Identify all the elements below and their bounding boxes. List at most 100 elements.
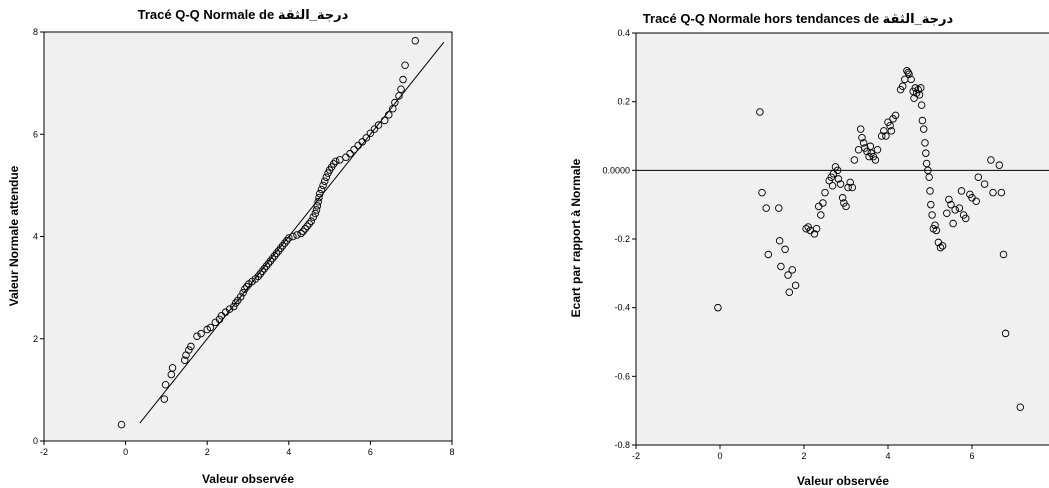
x-tick-label: 4 [885,451,890,461]
y-tick-label: 0.0000 [602,165,630,175]
y-tick-label: 2 [33,334,38,344]
data-points-group [117,36,420,429]
data-point [972,197,980,205]
data-point [391,98,399,107]
data-point [945,195,953,204]
data-point [314,197,322,206]
data-point [821,188,829,197]
data-point [764,250,773,259]
data-point [924,166,932,175]
data-point [931,221,939,230]
data-point [411,36,420,45]
data-point [307,217,315,225]
data-point [380,116,389,125]
data-point [311,209,320,218]
data-point [350,145,358,154]
data-point [289,232,297,241]
data-point [181,356,189,364]
chart-title: Tracé Q-Q Normale hors tendances de درجة… [643,11,954,26]
data-point [399,75,407,84]
data-point [817,211,825,219]
data-point [329,160,338,168]
data-point [850,156,859,164]
x-tick-label: 2 [205,447,210,457]
data-point [299,227,307,236]
data-point [922,159,931,168]
data-point [846,178,854,187]
data-point [197,329,205,338]
data-point [185,346,193,354]
data-point [802,224,810,233]
data-point [891,111,900,120]
data-point [785,288,794,296]
plot-area [43,31,453,442]
data-point [791,281,800,290]
data-point [264,259,273,268]
x-tick-label: 6 [368,447,373,457]
data-point [362,134,371,142]
y-tick-label: 4 [33,232,38,242]
data-point [374,121,383,129]
data-point [925,173,933,181]
data-point [260,264,269,273]
data-point [836,180,845,188]
data-point [762,204,770,212]
y-tick-label: 0.2 [617,97,630,107]
data-point [336,156,344,164]
y-axis-ticks: -0.8 -0.6 -0.4 -0.2 0.0000 0.2 0.4 [602,28,636,450]
data-point [788,266,796,274]
data-point [833,166,842,175]
data-point [863,147,871,156]
data-point [358,138,366,146]
x-tick-label: 0 [123,447,128,457]
data-point [395,92,403,100]
data-point [254,272,262,281]
data-point [784,271,792,279]
data-point [844,183,852,192]
data-point [315,193,323,202]
data-point [317,185,326,194]
data-point [775,204,783,212]
data-point [917,84,925,92]
data-point [272,249,281,258]
data-point [193,332,201,340]
data-point [842,202,850,211]
x-tick-label: -2 [40,447,48,457]
x-tick-label: -2 [632,451,640,461]
data-point [397,85,405,94]
data-point [882,132,890,140]
data-point [819,199,827,207]
data-point [999,250,1008,259]
chart-title: Tracé Q-Q Normale de درجة_الثقة [138,7,349,22]
data-point [914,85,922,94]
data-point [974,173,983,181]
data-point [1001,329,1010,338]
normal-qq-plot: Tracé Q-Q Normale de درجة_الثقة -2 0 2 4 6 8 … [7,7,455,486]
x-tick-label: 0 [717,451,722,461]
data-point [915,91,924,99]
data-point [856,125,865,133]
data-point [258,267,267,276]
data-point [305,219,313,228]
data-point [215,315,224,324]
data-point [401,61,409,69]
data-point [995,161,1004,169]
data-point [980,180,989,188]
data-point [949,219,957,228]
data-point [887,127,896,135]
data-point [758,188,766,197]
y-axis-label: Valeur Normale attendue [7,165,21,306]
data-point [777,262,785,271]
data-point [997,188,1006,197]
data-point [880,127,888,135]
data-point [301,225,309,233]
data-point [926,187,934,195]
data-point [322,173,331,181]
data-point [859,139,868,147]
data-point [160,395,169,403]
data-point [877,132,886,140]
data-point [871,156,880,164]
data-point [385,111,393,119]
data-point [297,229,305,238]
